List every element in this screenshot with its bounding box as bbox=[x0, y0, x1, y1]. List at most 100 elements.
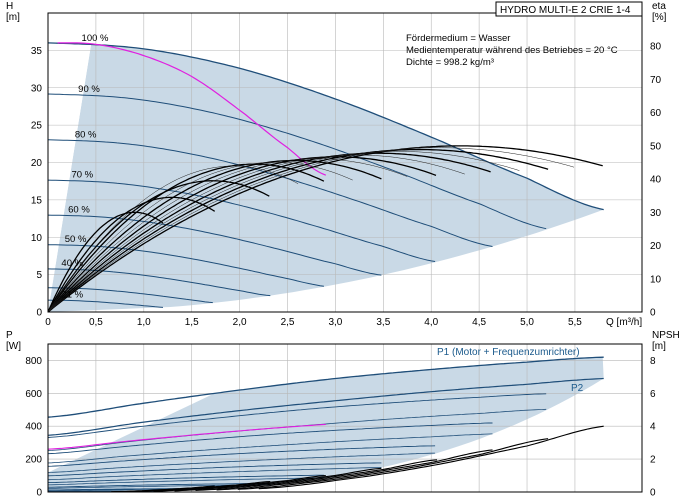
npsh-y-tick-labels: 0 2 4 6 8 bbox=[650, 356, 656, 499]
annotation-density: Dichte = 998.2 kg/m³ bbox=[406, 57, 494, 68]
y2-tick-label: 50 bbox=[650, 141, 662, 152]
x-tick-label: 5,5 bbox=[568, 317, 582, 328]
speed-label: 80 % bbox=[75, 129, 97, 140]
series-label-p2: P2 bbox=[571, 383, 584, 394]
efficiency-curve-thin bbox=[48, 151, 520, 312]
npsh-curve bbox=[174, 467, 382, 492]
x-axis-label: Q [m³/h] bbox=[606, 317, 642, 328]
speed-label: 60 % bbox=[68, 205, 90, 216]
annotation-medium: Fördermedium = Wasser bbox=[406, 33, 510, 44]
p1-curve bbox=[48, 356, 604, 418]
efficiency-curve bbox=[48, 196, 216, 312]
x-tick-labels: 0 0,5 1,0 1,5 2,0 2,5 3,0 3,5 4,0 4,5 5,0 5,5 bbox=[45, 317, 582, 328]
y2-tick-label: 0 bbox=[650, 308, 656, 319]
power-axis-unit: [W] bbox=[6, 341, 21, 352]
efficiency-curve-thin bbox=[48, 158, 408, 312]
efficiency-curve-thin bbox=[48, 147, 575, 312]
npsh-curve bbox=[153, 475, 326, 492]
speed-label: 90 % bbox=[78, 84, 100, 95]
head-curve bbox=[48, 42, 604, 211]
head-chart-curves bbox=[48, 42, 604, 312]
npsh-axis-unit: [m] bbox=[652, 341, 666, 352]
y2-axis-label: eta bbox=[652, 1, 666, 12]
x-tick-label: 0,5 bbox=[89, 317, 103, 328]
speed-label: 50 % bbox=[65, 234, 87, 245]
power-chart-curves bbox=[48, 356, 604, 492]
efficiency-curve bbox=[48, 159, 382, 312]
y-tick-label: 0 bbox=[36, 308, 42, 319]
y2-tick-label: 20 bbox=[650, 241, 662, 252]
npsh-curve bbox=[258, 425, 604, 490]
npsh-curve bbox=[111, 485, 215, 492]
power-y-tick-label: 200 bbox=[25, 455, 42, 466]
y-tick-label: 35 bbox=[31, 46, 43, 57]
p1-curve bbox=[48, 462, 382, 477]
series-label-p1: P1 (Motor + Frequenzumrichter) bbox=[437, 347, 580, 358]
x-tick-label: 0 bbox=[45, 317, 51, 328]
y2-tick-labels: 0 10 20 30 40 50 60 70 80 bbox=[650, 42, 662, 319]
efficiency-curve bbox=[48, 163, 325, 312]
y-tick-label: 15 bbox=[31, 195, 43, 206]
power-chart: 0 200 400 600 800 0 2 4 6 8 P [W] NPSH [m] P1 (M… bbox=[6, 330, 680, 499]
y-tick-label: 5 bbox=[36, 270, 42, 281]
power-chart-frame bbox=[47, 343, 643, 493]
operating-region-fill bbox=[48, 44, 604, 312]
head-curve bbox=[48, 93, 547, 230]
speed-label: 70 % bbox=[71, 170, 93, 181]
power-y-tick-label: 400 bbox=[25, 422, 42, 433]
power-y-tick-label: 800 bbox=[25, 356, 42, 367]
npsh-y-tick-label: 2 bbox=[650, 455, 656, 466]
y-tick-label: 25 bbox=[31, 121, 43, 132]
p1-curve bbox=[48, 393, 547, 438]
x-tick-label: 1,0 bbox=[137, 317, 151, 328]
speed-labels: 100 % 90 % 80 % 70 % 60 % 50 % 40 % 21 % bbox=[61, 33, 109, 300]
speed-label: 40 % bbox=[61, 258, 83, 269]
x-tick-label: 1,5 bbox=[185, 317, 199, 328]
npsh-curve bbox=[132, 480, 271, 492]
npsh-curve bbox=[216, 449, 493, 491]
efficiency-curve bbox=[48, 148, 549, 312]
head-curve bbox=[48, 179, 436, 262]
chart-title: HYDRO MULTI-E 2 CRIE 1-4 bbox=[500, 5, 631, 16]
annotation-temperature: Medientemperatur während des Betriebes =… bbox=[406, 45, 618, 56]
p1-curve bbox=[48, 422, 493, 455]
p2-curve bbox=[48, 377, 604, 436]
p2-curve bbox=[48, 477, 324, 486]
x-tick-label: 4,0 bbox=[424, 317, 438, 328]
p1-curve bbox=[48, 474, 324, 484]
efficiency-curve-thin bbox=[48, 162, 353, 312]
efficiency-curve-thin bbox=[48, 154, 465, 312]
head-curve bbox=[48, 139, 493, 247]
head-curve bbox=[48, 214, 382, 276]
p2-curve bbox=[48, 433, 493, 464]
npsh-y-tick-label: 8 bbox=[650, 356, 656, 367]
npsh-axis-label: NPSH bbox=[652, 330, 680, 341]
y2-tick-label: 40 bbox=[650, 175, 662, 186]
y-tick-label: 20 bbox=[31, 158, 43, 169]
y2-tick-label: 70 bbox=[650, 75, 662, 86]
power-y-tick-labels: 0 200 400 600 800 bbox=[25, 356, 42, 499]
y2-axis-unit: [%] bbox=[652, 12, 667, 23]
y-tick-label: 30 bbox=[31, 83, 43, 94]
y2-tick-label: 10 bbox=[650, 274, 662, 285]
efficiency-curve bbox=[48, 152, 491, 312]
x-tick-label: 3,0 bbox=[328, 317, 342, 328]
efficiency-curve-thin bbox=[48, 165, 299, 312]
npsh-curve bbox=[237, 438, 549, 490]
power-chart-grid bbox=[48, 344, 642, 492]
x-tick-label: 3,5 bbox=[376, 317, 390, 328]
head-chart: 0 0,5 1,0 1,5 2,0 2,5 3,0 3,5 4,0 4,5 5,0 5,5 0 5 10 1… bbox=[6, 1, 667, 328]
operating-region bbox=[48, 42, 604, 312]
y-axis-label: H bbox=[6, 1, 13, 12]
head-chart-frame bbox=[47, 12, 643, 313]
head-curve bbox=[48, 299, 164, 308]
efficiency-curve bbox=[48, 211, 164, 312]
x-tick-label: 5,0 bbox=[520, 317, 534, 328]
head-curve bbox=[48, 244, 324, 287]
efficiency-curve bbox=[48, 145, 603, 312]
power-limit-curve bbox=[48, 423, 326, 450]
x-tick-label: 4,5 bbox=[472, 317, 486, 328]
power-axis-label: P bbox=[6, 330, 13, 341]
p2-curve bbox=[48, 467, 382, 481]
